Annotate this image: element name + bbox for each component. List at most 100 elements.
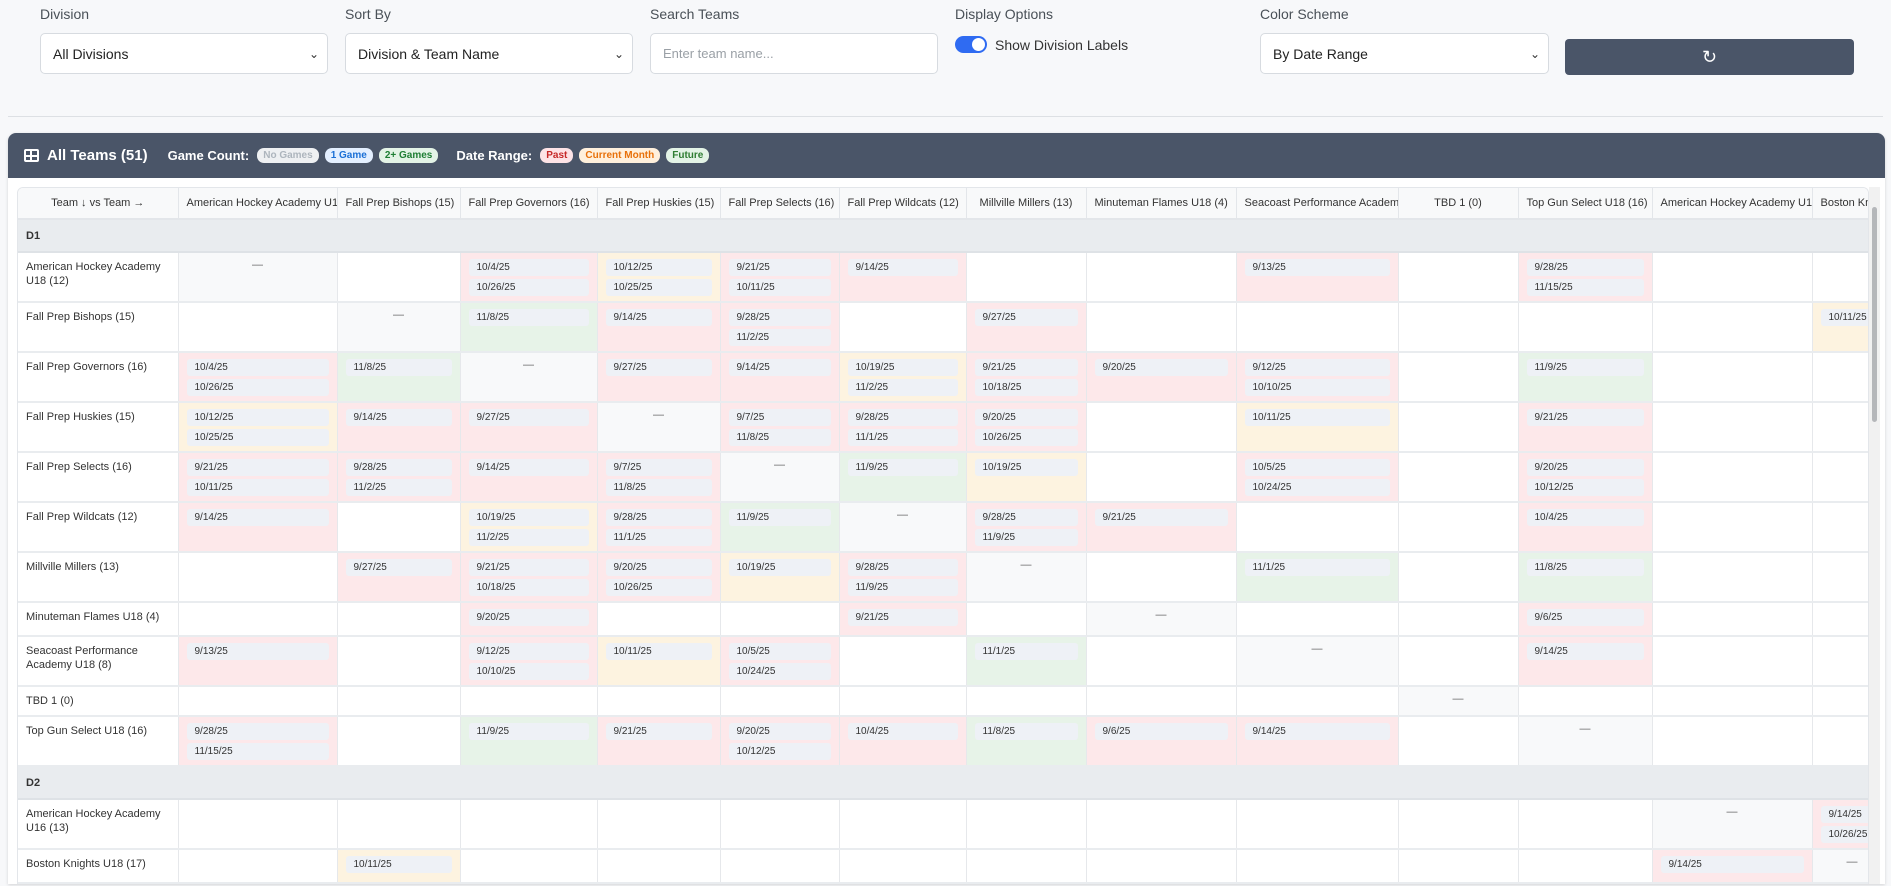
game-date-chip[interactable]: 9/27/25 bbox=[605, 359, 712, 376]
matchup-cell[interactable]: 9/21/25 bbox=[1518, 402, 1653, 453]
game-date-chip[interactable]: 10/4/25 bbox=[1526, 509, 1644, 526]
game-date-chip[interactable]: 9/14/25 bbox=[728, 359, 831, 376]
game-date-chip[interactable]: 9/21/25 bbox=[468, 559, 589, 576]
column-header[interactable]: TBD 1 (0) bbox=[1398, 188, 1519, 220]
matchup-cell[interactable]: — bbox=[1652, 799, 1813, 850]
matchup-cell[interactable]: 9/21/25 bbox=[1086, 502, 1237, 553]
matchup-cell[interactable]: — bbox=[460, 352, 598, 403]
game-date-chip[interactable]: 11/8/25 bbox=[974, 723, 1078, 740]
game-date-chip[interactable]: 10/19/25 bbox=[974, 459, 1078, 476]
game-date-chip[interactable]: 9/20/25 bbox=[728, 723, 831, 740]
game-date-chip[interactable]: 9/14/25 bbox=[1526, 643, 1644, 660]
game-date-chip[interactable]: 11/15/25 bbox=[186, 743, 329, 760]
matchup-cell[interactable]: — bbox=[1236, 636, 1399, 687]
game-date-chip[interactable]: 9/27/25 bbox=[468, 409, 589, 426]
column-header[interactable]: Fall Prep Governors (16) bbox=[460, 188, 598, 220]
matchup-cell[interactable]: 9/12/25 10/10/25 bbox=[460, 636, 598, 687]
matchup-cell[interactable]: 10/5/25 10/24/25 bbox=[1236, 452, 1399, 503]
matchup-cell[interactable]: 10/11/25 bbox=[1236, 402, 1399, 453]
game-date-chip[interactable]: 9/21/25 bbox=[1526, 409, 1644, 426]
matchup-cell[interactable]: 9/20/25 bbox=[460, 602, 598, 637]
matchup-cell[interactable]: 10/4/25 bbox=[1518, 502, 1653, 553]
game-date-chip[interactable]: 9/20/25 bbox=[1526, 459, 1644, 476]
game-date-chip[interactable]: 9/7/25 bbox=[605, 459, 712, 476]
game-date-chip[interactable]: 11/15/25 bbox=[1526, 279, 1644, 296]
matchup-cell[interactable]: 10/4/25 10/26/25 bbox=[178, 352, 338, 403]
column-header[interactable]: Fall Prep Huskies (15) bbox=[597, 188, 721, 220]
game-date-chip[interactable]: 9/14/25 bbox=[605, 309, 712, 326]
row-team-name[interactable]: Fall Prep Governors (16) bbox=[18, 352, 179, 403]
column-header[interactable]: Minuteman Flames U18 (4) bbox=[1086, 188, 1237, 220]
game-date-chip[interactable]: 9/27/25 bbox=[345, 559, 452, 576]
row-team-name[interactable]: Fall Prep Bishops (15) bbox=[18, 302, 179, 353]
row-team-name[interactable]: Minuteman Flames U18 (4) bbox=[18, 602, 179, 637]
matchup-cell[interactable]: 9/20/25 10/12/25 bbox=[1518, 452, 1653, 503]
matchup-cell[interactable]: 9/28/25 11/15/25 bbox=[178, 716, 338, 767]
matchup-cell[interactable]: 10/19/25 11/2/25 bbox=[460, 502, 598, 553]
matchup-cell[interactable]: 9/14/25 bbox=[1236, 716, 1399, 767]
game-date-chip[interactable]: 9/28/25 bbox=[847, 559, 958, 576]
column-header[interactable]: Fall Prep Selects (16) bbox=[720, 188, 840, 220]
game-date-chip[interactable]: 11/1/25 bbox=[974, 643, 1078, 660]
game-date-chip[interactable]: 9/28/25 bbox=[605, 509, 712, 526]
game-date-chip[interactable]: 10/11/25 bbox=[345, 856, 452, 873]
matchup-cell[interactable]: — bbox=[178, 252, 338, 303]
row-team-name[interactable]: Seacoast Performance Academy U18 (8) bbox=[18, 636, 179, 687]
game-date-chip[interactable]: 9/28/25 bbox=[345, 459, 452, 476]
game-date-chip[interactable]: 10/24/25 bbox=[728, 663, 831, 680]
show-division-labels-toggle[interactable]: Show Division Labels bbox=[955, 36, 1128, 53]
matchup-cell[interactable]: 11/8/25 bbox=[460, 302, 598, 353]
game-date-chip[interactable]: 11/2/25 bbox=[468, 529, 589, 546]
matchup-cell[interactable]: 10/11/25 bbox=[597, 636, 721, 687]
matchup-cell[interactable]: 10/12/25 10/25/25 bbox=[178, 402, 338, 453]
game-date-chip[interactable]: 10/25/25 bbox=[186, 429, 329, 446]
game-date-chip[interactable]: 9/20/25 bbox=[1094, 359, 1228, 376]
column-header[interactable]: Millville Millers (13) bbox=[966, 188, 1087, 220]
matchup-cell[interactable]: — bbox=[1812, 849, 1868, 884]
matchup-cell[interactable]: — bbox=[337, 302, 461, 353]
matchup-cell[interactable]: 9/28/25 11/1/25 bbox=[597, 502, 721, 553]
game-date-chip[interactable]: 9/20/25 bbox=[605, 559, 712, 576]
row-team-name[interactable]: Top Gun Select U18 (16) bbox=[18, 716, 179, 767]
game-date-chip[interactable]: 9/12/25 bbox=[1244, 359, 1390, 376]
matrix-scroll[interactable]: Team ↓ vs Team → American Hockey Academy … bbox=[17, 187, 1869, 884]
matchup-cell[interactable]: 10/12/25 10/25/25 bbox=[597, 252, 721, 303]
game-date-chip[interactable]: 11/8/25 bbox=[1526, 559, 1644, 576]
row-team-name[interactable]: Fall Prep Selects (16) bbox=[18, 452, 179, 503]
game-date-chip[interactable]: 10/26/25 bbox=[1820, 826, 1868, 843]
game-date-chip[interactable]: 9/14/25 bbox=[468, 459, 589, 476]
game-date-chip[interactable]: 9/6/25 bbox=[1094, 723, 1228, 740]
column-header[interactable]: American Hockey Academy U18 (12) bbox=[178, 188, 338, 220]
division-select[interactable]: All Divisions ⌄ bbox=[40, 33, 328, 74]
matchup-cell[interactable]: 9/13/25 bbox=[178, 636, 338, 687]
matchup-cell[interactable]: 9/21/25 bbox=[839, 602, 967, 637]
row-team-name[interactable]: American Hockey Academy U18 (12) bbox=[18, 252, 179, 303]
matchup-cell[interactable]: 9/14/25 bbox=[1518, 636, 1653, 687]
game-date-chip[interactable]: 10/12/25 bbox=[186, 409, 329, 426]
game-date-chip[interactable]: 10/19/25 bbox=[847, 359, 958, 376]
game-date-chip[interactable]: 10/4/25 bbox=[847, 723, 958, 740]
game-date-chip[interactable]: 11/8/25 bbox=[605, 479, 712, 496]
color-scheme-select[interactable]: By Date Range ⌄ bbox=[1260, 33, 1549, 74]
column-header[interactable]: Fall Prep Wildcats (12) bbox=[839, 188, 967, 220]
matchup-cell[interactable]: 10/5/25 10/24/25 bbox=[720, 636, 840, 687]
game-date-chip[interactable]: 10/5/25 bbox=[728, 643, 831, 660]
game-date-chip[interactable]: 11/1/25 bbox=[847, 429, 958, 446]
game-date-chip[interactable]: 11/2/25 bbox=[847, 379, 958, 396]
game-date-chip[interactable]: 10/5/25 bbox=[1244, 459, 1390, 476]
game-date-chip[interactable]: 11/8/25 bbox=[728, 429, 831, 446]
game-date-chip[interactable]: 9/28/25 bbox=[728, 309, 831, 326]
game-date-chip[interactable]: 9/12/25 bbox=[468, 643, 589, 660]
matchup-cell[interactable]: 11/8/25 bbox=[337, 352, 461, 403]
search-input[interactable]: Enter team name... bbox=[650, 33, 938, 74]
game-date-chip[interactable]: 11/9/25 bbox=[847, 579, 958, 596]
matchup-cell[interactable]: — bbox=[1398, 686, 1519, 717]
game-date-chip[interactable]: 9/13/25 bbox=[1244, 259, 1390, 276]
game-date-chip[interactable]: 11/1/25 bbox=[605, 529, 712, 546]
row-team-name[interactable]: Millville Millers (13) bbox=[18, 552, 179, 603]
matchup-cell[interactable]: 9/14/25 bbox=[720, 352, 840, 403]
matchup-cell[interactable]: 9/14/25 bbox=[460, 452, 598, 503]
game-date-chip[interactable]: 10/12/25 bbox=[1526, 479, 1644, 496]
matchup-cell[interactable]: 9/28/25 11/2/25 bbox=[337, 452, 461, 503]
toggle-switch[interactable] bbox=[955, 36, 987, 53]
